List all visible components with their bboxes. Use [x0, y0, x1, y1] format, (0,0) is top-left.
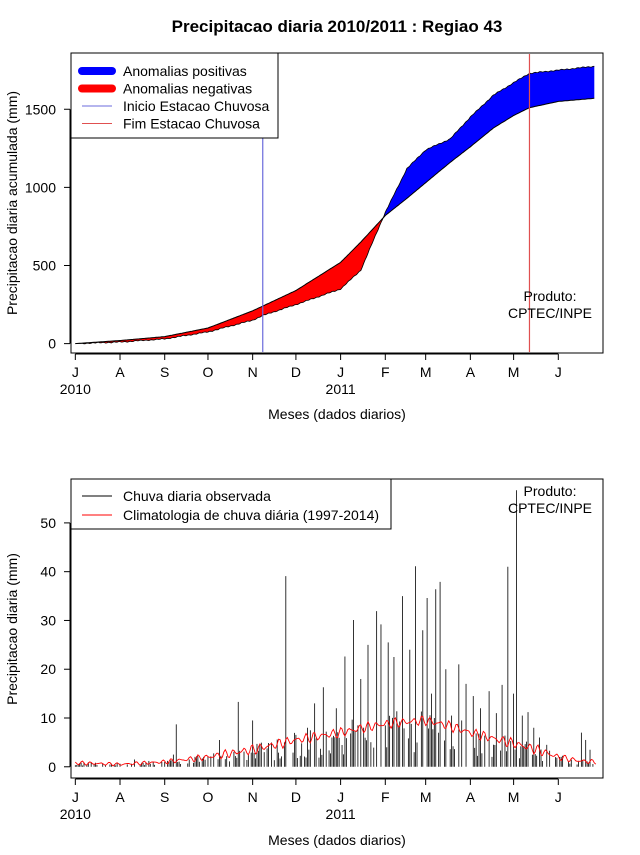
negative-anomaly-area [77, 216, 384, 344]
plot1-x-tick-label: O [203, 364, 214, 380]
plot2-x-tick-label: J [555, 789, 562, 805]
plot1-x-tick-label: S [160, 364, 169, 380]
plot2-y-tick-label: 0 [48, 759, 56, 775]
plot2-y-axis-title: Precipitacao diaria (mm) [4, 553, 20, 705]
plot2-x-tick-label: J [337, 789, 344, 805]
plot2-annotation-source: CPTEC/INPE [508, 500, 592, 516]
plot1-y-axis-title: Precipitacao diaria acumulada (mm) [4, 91, 20, 315]
plot2-y-tick-label: 50 [40, 515, 56, 531]
plot1-x-tick-label: M [508, 364, 520, 380]
plot2-legend: Chuva diaria observada Climatologia de ch… [71, 479, 391, 529]
plot1-y-tick-label: 0 [48, 336, 56, 352]
plot2-x-tick-label: O [203, 789, 214, 805]
plot1-x-tick-label: J [337, 364, 344, 380]
plot1-x-tick-label: A [115, 364, 125, 380]
plot1-y-tick-label: 500 [33, 258, 57, 274]
plot2-y-tick-label: 40 [40, 564, 56, 580]
plot2-x-tick-label: M [508, 789, 520, 805]
plot1-y-tick-label: 1500 [25, 101, 56, 117]
plot1-annotation-source: CPTEC/INPE [508, 305, 592, 321]
plot2-x-tick-label: J [72, 789, 79, 805]
plot2-year-label: 2010 [60, 806, 91, 822]
plot2-x-tick-label: M [420, 789, 432, 805]
plot1-legend-label: Anomalias negativas [123, 81, 252, 97]
daily-bars [75, 490, 593, 767]
plot1-x-tick-label: F [381, 364, 390, 380]
plot1-x-tick-label: N [248, 364, 258, 380]
climatology-daily-line [75, 716, 596, 766]
plot1-x-tick-label: M [420, 364, 432, 380]
chart-title: Precipitacao diaria 2010/2011 : Regiao 4… [172, 17, 503, 36]
plot1-year-label: 2011 [326, 381, 356, 397]
plot1-x-tick-label: D [291, 364, 301, 380]
plot1-annotation-label: Produto: [524, 288, 577, 304]
plot2-y-tick-label: 10 [40, 710, 56, 726]
plot2-legend-label: Chuva diaria observada [123, 488, 271, 504]
plot1-legend-label: Inicio Estacao Chuvosa [123, 98, 270, 114]
plot2-x-tick-label: D [291, 789, 301, 805]
plot2-legend-label: Climatologia de chuva diária (1997-2014) [123, 507, 379, 523]
plot1-x-tick-label: A [466, 364, 476, 380]
plot1-year-label: 2010 [60, 381, 91, 397]
climatology-line [75, 716, 596, 766]
plot1-x-tick-label: J [555, 364, 562, 380]
plot2-x-tick-label: N [248, 789, 258, 805]
plot2-x-tick-label: A [115, 789, 125, 805]
plot1-legend-label: Fim Estacao Chuvosa [123, 116, 260, 132]
plot2-x-tick-label: A [466, 789, 476, 805]
plot1-x-tick-label: J [72, 364, 79, 380]
plot1-legend: Anomalias positivas Anomalias negativasIn… [71, 53, 278, 138]
plot1-y-tick-label: 1000 [25, 179, 56, 195]
plot2-annotation-label: Produto: [524, 483, 577, 499]
plot2-y-tick-label: 20 [40, 661, 56, 677]
plot1-legend-label: Anomalias positivas [123, 63, 247, 79]
plot2-x-tick-label: F [381, 789, 390, 805]
positive-anomaly-area [384, 66, 594, 217]
plot1-x-axis-title: Meses (dados diarios) [268, 406, 406, 422]
plot2-y-tick-label: 30 [40, 612, 56, 628]
plot2-x-tick-label: S [160, 789, 169, 805]
plot2-x-axis-title: Meses (dados diarios) [268, 832, 406, 848]
plot2-year-label: 2011 [326, 806, 356, 822]
